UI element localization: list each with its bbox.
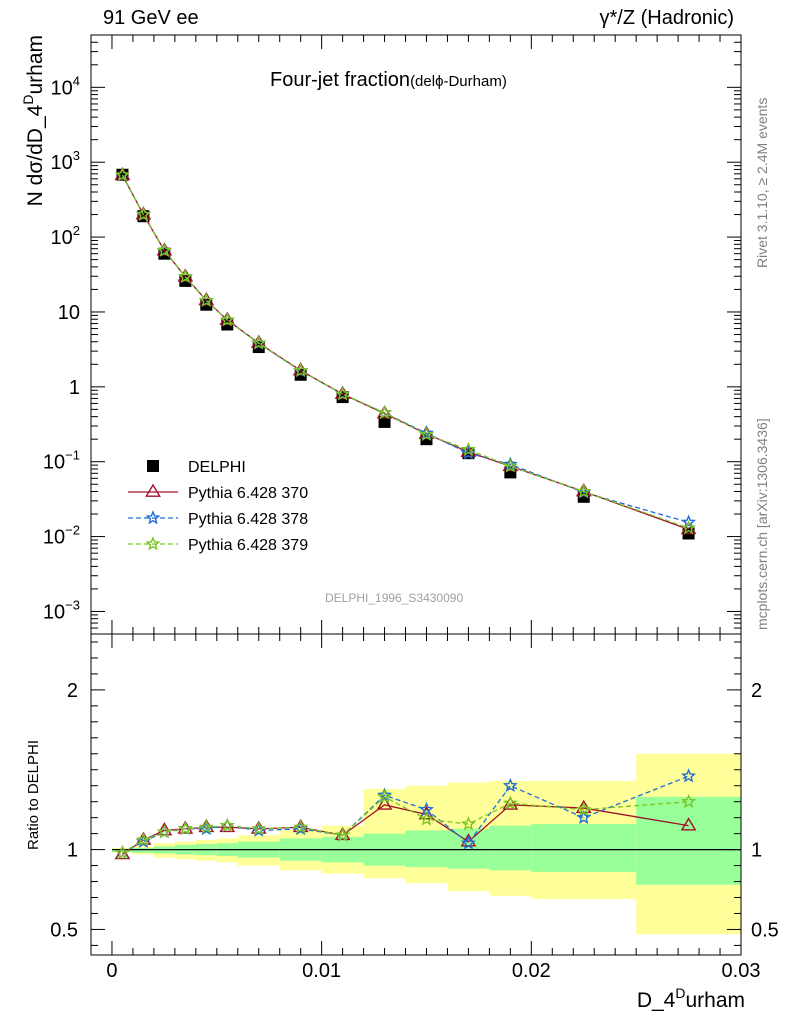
ratio-marker-py370 <box>680 817 697 831</box>
ratio-marker-py379 <box>251 821 267 836</box>
y-tick-label: 10−2 <box>43 523 80 549</box>
main-marker-py378 <box>681 514 697 529</box>
main-marker-py370 <box>114 166 131 181</box>
ratio-marker-py379 <box>502 795 518 810</box>
y-tick-label: 103 <box>51 148 80 174</box>
ratio-plot-frame <box>90 633 742 956</box>
ratio-marker-py378 <box>460 835 476 850</box>
main-marker-py379 <box>502 458 518 473</box>
y-tick-label: 10−3 <box>43 597 80 623</box>
y-axis-title: N dσ/dD_4Durham <box>20 35 47 206</box>
x-tick-label: 0.01 <box>302 960 341 982</box>
mcplots-label: mcplots.cern.ch [arXiv:1306.3436] <box>754 418 770 630</box>
analysis-label: DELPHI_1996_S3430090 <box>325 591 464 605</box>
ratio-series-line-py379 <box>122 796 689 854</box>
x-tick-label: 0.02 <box>512 960 551 982</box>
ratio-band-inner <box>405 830 448 868</box>
ratio-band-inner <box>111 848 133 852</box>
ratio-marker-py379 <box>681 793 697 809</box>
y-tick-label: 102 <box>51 223 80 249</box>
ratio-marker-py379 <box>335 827 351 842</box>
header-process-name: γ*/Z (Hadronic) <box>599 7 734 29</box>
legend-label: Pythia 6.428 378 <box>188 511 308 528</box>
main-marker-py379 <box>177 268 193 284</box>
main-marker-py379 <box>377 404 392 420</box>
legend-label: Pythia 6.428 370 <box>188 485 308 502</box>
ratio-marker-py379 <box>293 819 309 834</box>
main-marker-py379 <box>156 242 172 257</box>
ratio-y-tick-label-right: 2 <box>751 680 762 702</box>
ratio-band-inner <box>489 825 532 871</box>
main-marker-py379 <box>419 426 434 441</box>
ratio-y-tick-label-right: 0.5 <box>751 919 779 941</box>
main-series-line-py379 <box>121 174 689 529</box>
main-marker-py379 <box>135 206 151 221</box>
ratio-marker-py378 <box>377 787 392 802</box>
y-tick-label: 10−1 <box>43 448 80 474</box>
ratio-marker-py379 <box>156 824 172 839</box>
ratio-marker-py370 <box>376 796 393 810</box>
main-marker-py379 <box>198 292 214 307</box>
main-data-point <box>378 415 391 428</box>
ratio-marker-py379 <box>419 811 434 826</box>
x-axis-title: D_4Durham <box>637 985 745 1012</box>
header-process-energy: 91 GeV ee <box>103 7 199 29</box>
main-marker-py379 <box>681 520 697 535</box>
y-tick-label: 10 <box>58 302 80 324</box>
ratio-marker-py378 <box>681 768 697 783</box>
main-marker-py379 <box>576 483 592 498</box>
main-marker-py379 <box>335 386 351 401</box>
legend-marker-py370 <box>145 483 161 497</box>
ratio-marker-py379 <box>177 821 193 836</box>
ratio-marker-py379 <box>460 816 476 831</box>
legend-marker-py379 <box>145 536 161 551</box>
y-tick-label: 1 <box>69 377 80 399</box>
ratio-band-inner <box>636 796 741 885</box>
ratio-y-axis-title: Ratio to DELPHI <box>25 740 42 850</box>
main-marker-py379 <box>460 441 476 456</box>
main-marker-py379 <box>251 335 267 350</box>
ratio-marker-py379 <box>135 832 151 847</box>
ratio-y-tick-label: 2 <box>67 680 78 702</box>
chart-title: Four-jet fraction(delϕ-Durham) <box>270 69 507 91</box>
x-tick-label: 0.03 <box>722 960 761 982</box>
ratio-marker-py379 <box>377 789 392 804</box>
rivet-label: Rivet 3.1.10, ≥ 2.4M events <box>754 97 770 268</box>
main-series-line-py370 <box>121 174 689 530</box>
ratio-y-tick-label: 1 <box>67 840 78 862</box>
x-tick-label: 0 <box>106 960 117 982</box>
main-marker-py378 <box>419 425 434 440</box>
main-marker-py378 <box>502 456 518 471</box>
ratio-y-tick-label-right: 1 <box>751 840 762 862</box>
main-marker-py379 <box>219 312 235 327</box>
legend-label: DELPHI <box>188 459 246 476</box>
ratio-band-inner <box>132 848 154 853</box>
y-tick-label: 104 <box>51 73 80 99</box>
ratio-marker-py379 <box>115 844 130 860</box>
ratio-marker-py379 <box>219 817 235 832</box>
legend-marker-data <box>147 460 159 472</box>
legend-marker-py378 <box>145 510 161 525</box>
main-marker-py379 <box>115 167 130 182</box>
ratio-y-tick-label: 0.5 <box>50 919 78 941</box>
legend-label: Pythia 6.428 379 <box>188 537 308 554</box>
main-marker-py379 <box>293 362 309 377</box>
ratio-marker-py379 <box>198 819 214 834</box>
ratio-band-inner <box>531 824 637 872</box>
ratio-marker-py379 <box>576 801 592 817</box>
ratio-marker-py378 <box>502 777 518 793</box>
